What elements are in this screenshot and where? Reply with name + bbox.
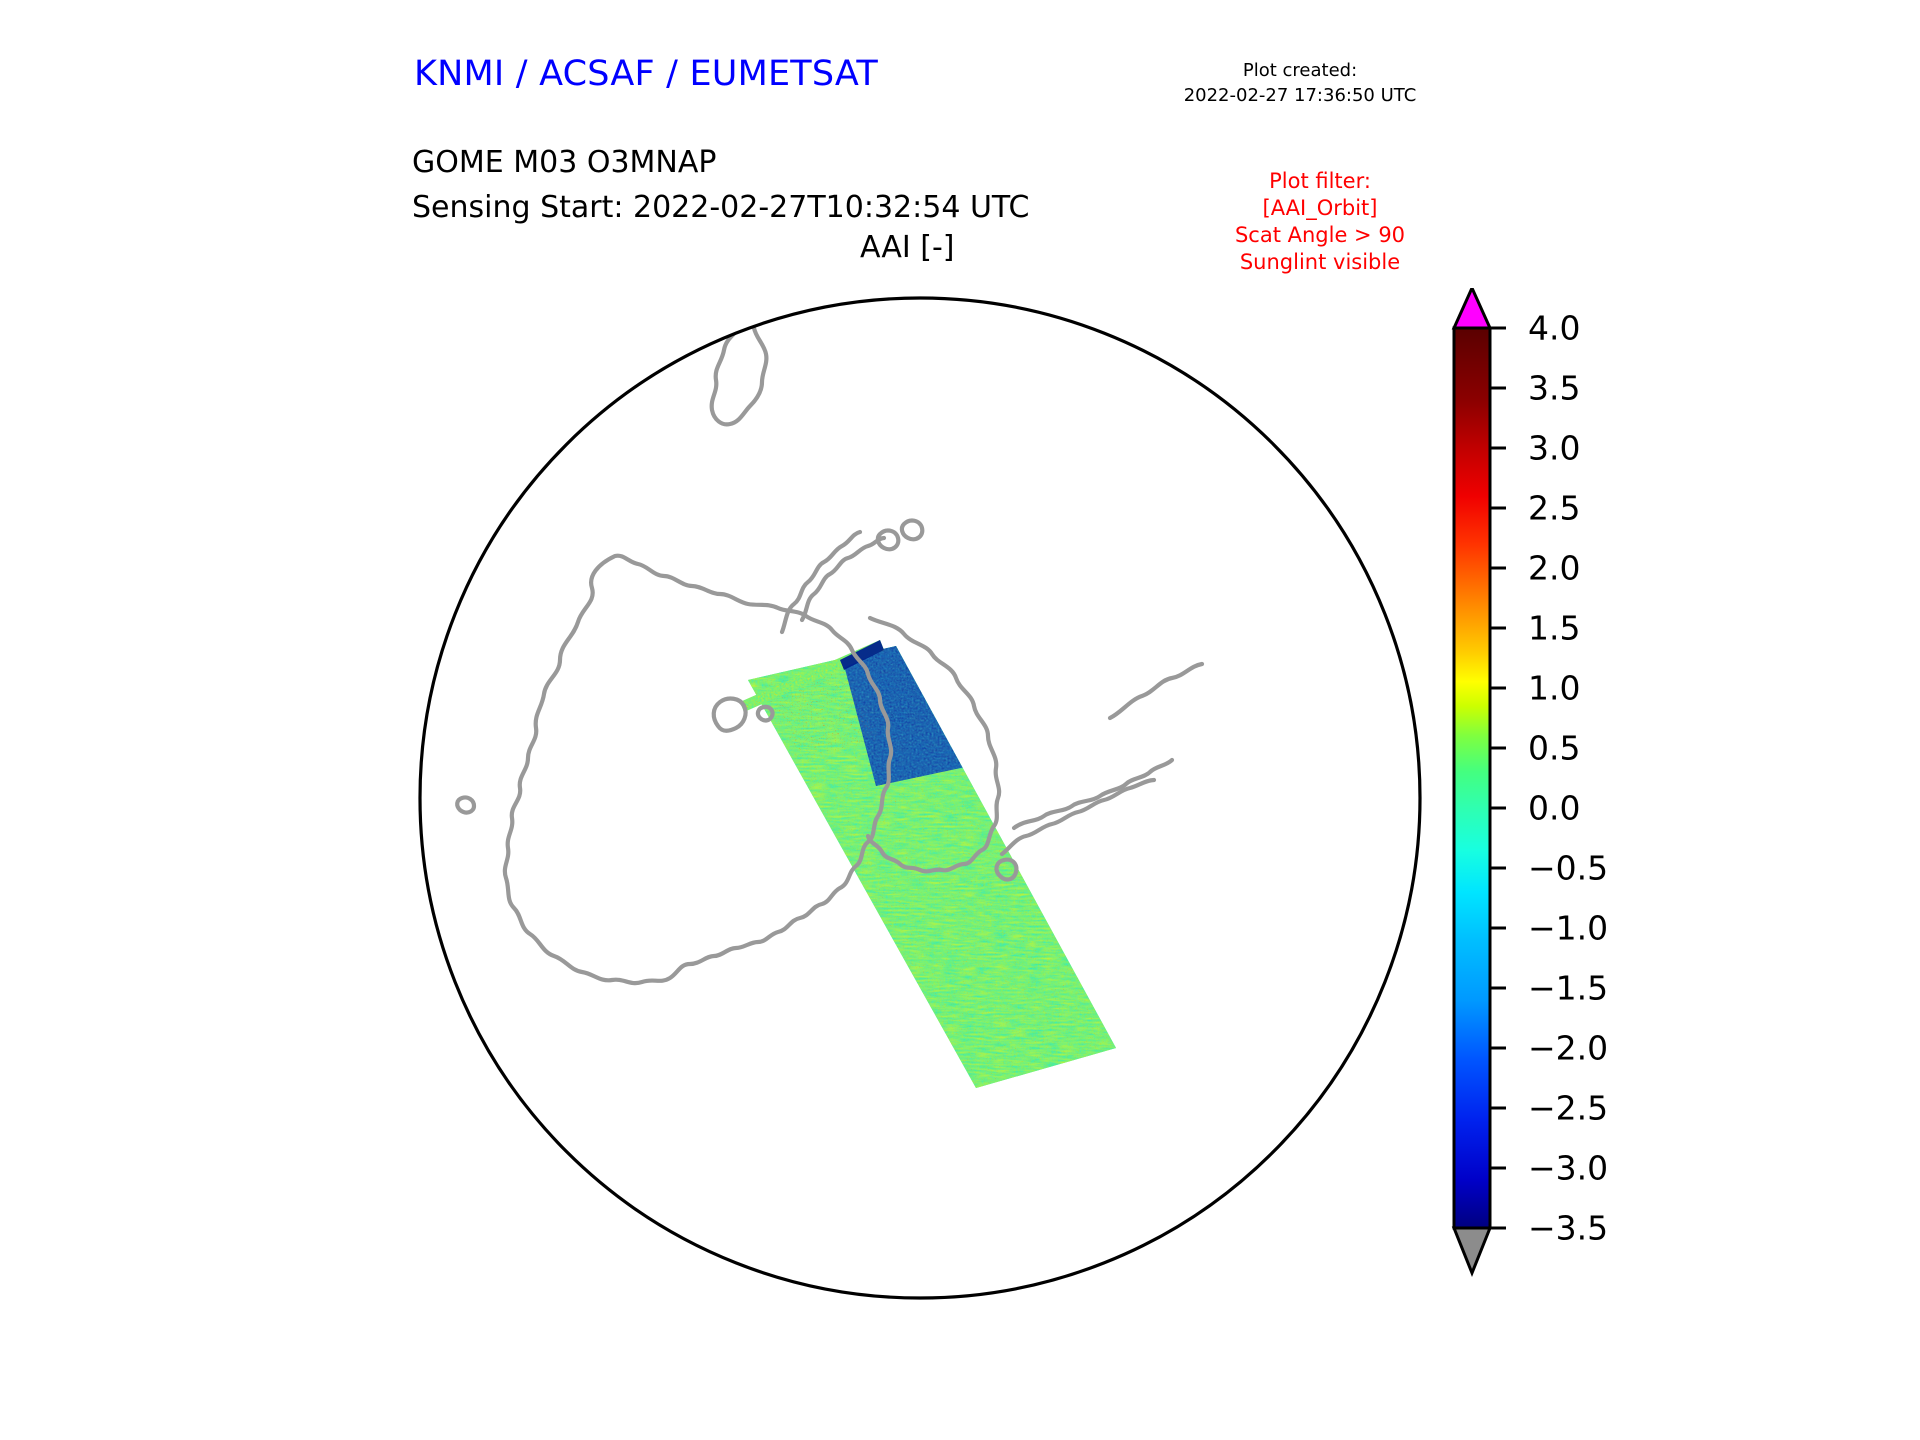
- plot-created-block: Plot created: 2022-02-27 17:36:50 UTC: [1160, 58, 1440, 108]
- colorbar-tick-label: 1.0: [1528, 668, 1581, 708]
- island-west: [455, 795, 477, 815]
- antarctica-coastline: [502, 553, 894, 986]
- swath-warm-speckles: [762, 670, 880, 758]
- colorbar-gradient: [1452, 326, 1492, 1230]
- weddell-coast-segment: [865, 615, 1002, 874]
- dataset-info-block: GOME M03 O3MNAP Sensing Start: 2022-02-2…: [412, 140, 1029, 230]
- colorbar-over-arrow: [1451, 288, 1493, 330]
- organisation-title: KNMI / ACSAF / EUMETSAT: [414, 54, 878, 94]
- colorbar-tick-label: 1.5: [1528, 608, 1581, 648]
- swath-blue-top-region: [840, 646, 970, 786]
- plot-filter-name: [AAI_Orbit]: [1262, 196, 1378, 220]
- colorbar-tick-label: −2.5: [1528, 1088, 1609, 1128]
- inner-small-island: [755, 704, 775, 723]
- plot-created-timestamp: 2022-02-27 17:36:50 UTC: [1183, 85, 1417, 106]
- plot-filter-label: Plot filter:: [1269, 169, 1371, 193]
- colorbar-tick-label: 0.0: [1528, 788, 1581, 828]
- colorbar-tick-label: 2.0: [1528, 548, 1581, 588]
- colorbar: [1448, 288, 1518, 1308]
- plot-created-label: Plot created:: [1242, 60, 1358, 81]
- plot-filter-sunglint: Sunglint visible: [1239, 250, 1401, 274]
- peninsula-island-2: [899, 518, 925, 542]
- north-small-island: [550, 354, 581, 385]
- colorbar-tick-label: 0.5: [1528, 728, 1581, 768]
- colorbar-tick-label: 3.0: [1528, 428, 1581, 468]
- colorbar-tick-label: −1.5: [1528, 968, 1609, 1008]
- northeast-landmass: [1107, 661, 1205, 721]
- plot-filter-scat-angle: Scat Angle > 90: [1234, 223, 1406, 247]
- map-limb-circle: [418, 296, 1422, 1300]
- swath-thin-scanline: [740, 640, 884, 712]
- quantity-title: AAI [-]: [860, 230, 955, 265]
- peninsula-west-coast: [779, 529, 863, 635]
- colorbar-tick-label: −2.0: [1528, 1028, 1609, 1068]
- colorbar-tick-labels: 4.0 3.5 3.0 2.5 2.0 1.5 1.0 0.5 0.0 −0.5…: [1518, 288, 1648, 1308]
- colorbar-tick-label: −3.5: [1528, 1208, 1609, 1248]
- dataset-name: GOME M03 O3MNAP: [412, 145, 717, 180]
- inner-island-loop: [711, 696, 748, 733]
- south-america-coast-lower: [999, 777, 1157, 857]
- colorbar-tick-label: −3.0: [1528, 1148, 1609, 1188]
- colorbar-tick-label: 3.5: [1528, 368, 1581, 408]
- south-america-tip: [1011, 757, 1175, 831]
- north-landmass: [709, 321, 769, 427]
- map-area: [410, 288, 1430, 1308]
- plot-filter-block: Plot filter: [AAI_Orbit] Scat Angle > 90…: [1195, 168, 1445, 276]
- antarctic-peninsula: [799, 535, 887, 623]
- peninsula-tip-islands: [875, 528, 901, 552]
- colorbar-ticks: [1490, 326, 1506, 1230]
- colorbar-tick-label: −0.5: [1528, 848, 1609, 888]
- colorbar-svg: [1451, 288, 1506, 1278]
- sensing-start: Sensing Start: 2022-02-27T10:32:54 UTC: [412, 190, 1030, 225]
- colorbar-tick-label: −1.0: [1528, 908, 1609, 948]
- polar-map: [418, 296, 1422, 1300]
- colorbar-under-arrow: [1451, 1226, 1493, 1278]
- south-america-island: [994, 857, 1019, 882]
- colorbar-tick-label: 2.5: [1528, 488, 1581, 528]
- colorbar-tick-label: 4.0: [1528, 308, 1581, 348]
